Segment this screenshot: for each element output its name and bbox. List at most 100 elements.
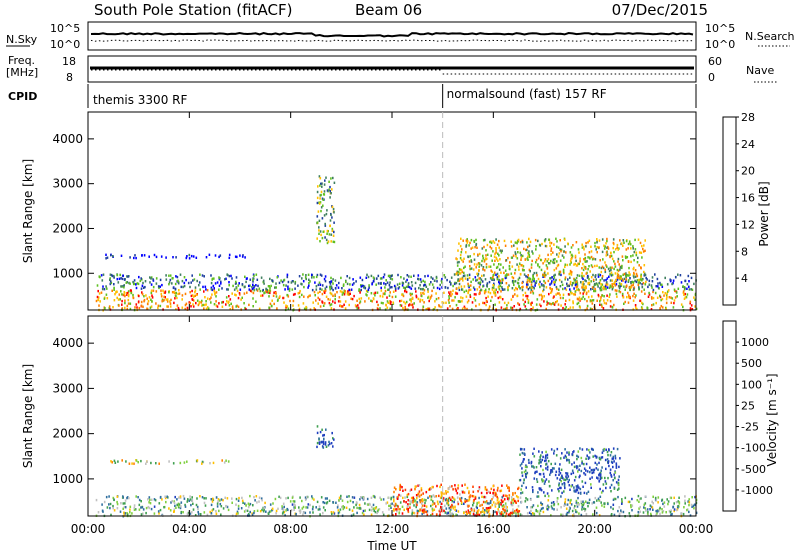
heatmap-cell (634, 304, 637, 307)
heatmap-cell (372, 276, 375, 279)
heatmap-cell (449, 505, 452, 509)
heatmap-cell (302, 513, 304, 516)
heatmap-cell (186, 512, 189, 516)
heatmap-cell (582, 285, 585, 288)
heatmap-cell (594, 274, 597, 277)
heatmap-cell (500, 271, 502, 274)
heatmap-cell (479, 283, 481, 286)
heatmap-cell (415, 295, 418, 299)
heatmap-cell (638, 286, 640, 289)
heatmap-cell (364, 300, 366, 303)
heatmap-cell (614, 262, 616, 266)
cpid-mode-themis: themis 3300 RF (93, 93, 187, 107)
heatmap-cell (415, 502, 418, 505)
heatmap-cell (211, 509, 213, 512)
heatmap-cell (672, 282, 674, 285)
heatmap-cell (639, 299, 641, 302)
heatmap-cell (462, 274, 465, 278)
heatmap-cell (186, 500, 189, 503)
heatmap-cell (568, 298, 571, 302)
heatmap-cell (598, 457, 601, 461)
heatmap-cell (500, 281, 502, 285)
heatmap-cell (520, 500, 523, 504)
heatmap-cell (611, 273, 614, 277)
heatmap-cell (581, 460, 583, 463)
heatmap-cell (228, 295, 230, 298)
heatmap-cell (505, 512, 508, 515)
heatmap-cell (372, 494, 375, 498)
heatmap-cell (584, 473, 587, 476)
heatmap-cell (504, 274, 507, 277)
heatmap-cell (262, 510, 265, 513)
heatmap-cell (590, 288, 592, 291)
heatmap-cell (256, 278, 259, 281)
heatmap-cell (329, 196, 331, 199)
heatmap-cell (150, 283, 153, 286)
heatmap-cell (452, 284, 454, 288)
heatmap-cell (124, 506, 127, 509)
heatmap-cell (409, 298, 411, 301)
heatmap-cell (431, 283, 434, 286)
heatmap-cell (179, 461, 182, 465)
heatmap-cell (375, 283, 377, 286)
freq-bottom-tick: 8 (66, 71, 73, 84)
heatmap-cell (236, 255, 238, 259)
heatmap-cell (173, 508, 176, 511)
heatmap-cell (492, 240, 494, 243)
heatmap-cell (328, 281, 331, 284)
heatmap-cell (583, 290, 585, 294)
heatmap-cell (600, 303, 603, 306)
heatmap-cell (628, 512, 631, 515)
heatmap-cell (686, 283, 689, 286)
heatmap-cell (172, 256, 174, 259)
heatmap-cell (485, 263, 488, 266)
heatmap-cell (630, 284, 633, 287)
heatmap-cell (149, 281, 151, 284)
heatmap-cell (298, 506, 300, 509)
heatmap-cell (226, 273, 228, 276)
heatmap-cell (621, 500, 623, 503)
heatmap-cell (517, 251, 519, 254)
heatmap-cell (109, 273, 112, 276)
heatmap-cell (422, 511, 425, 514)
heatmap-cell (332, 207, 335, 211)
heatmap-cell (286, 305, 289, 308)
heatmap-cell (682, 285, 684, 288)
heatmap-cell (237, 305, 240, 308)
heatmap-cell (449, 280, 451, 283)
heatmap-cell (204, 285, 207, 288)
heatmap-cell (684, 296, 687, 299)
heatmap-cell (690, 288, 692, 291)
heatmap-cell (546, 303, 548, 306)
heatmap-cell (485, 254, 487, 257)
heatmap-cell (597, 295, 600, 298)
heatmap-cell (405, 501, 407, 504)
heatmap-cell (642, 277, 644, 281)
heatmap-cell (147, 505, 150, 509)
heatmap-cell (569, 251, 572, 254)
heatmap-cell (580, 500, 582, 503)
heatmap-cell (671, 512, 673, 516)
heatmap-cell (424, 280, 426, 284)
heatmap-cell (573, 293, 575, 296)
heatmap-cell (469, 241, 471, 245)
freq-top-tick: 18 (62, 55, 76, 68)
heatmap-cell (358, 288, 360, 291)
heatmap-cell (141, 293, 144, 296)
heatmap-cell (549, 471, 552, 474)
heatmap-cell (140, 459, 142, 463)
heatmap-cell (648, 283, 651, 286)
heatmap-cell (541, 295, 543, 298)
heatmap-cell (650, 512, 652, 516)
heatmap-cell (565, 475, 567, 478)
heatmap-cell (233, 288, 236, 291)
heatmap-cell (174, 282, 177, 286)
heatmap-cell (478, 277, 480, 280)
heatmap-cell (627, 280, 630, 283)
heatmap-cell (560, 280, 563, 284)
heatmap-cell (370, 496, 373, 499)
heatmap-cell (258, 287, 261, 290)
heatmap-cell (647, 285, 649, 289)
heatmap-cell (458, 288, 461, 292)
heatmap-cell (219, 254, 222, 257)
